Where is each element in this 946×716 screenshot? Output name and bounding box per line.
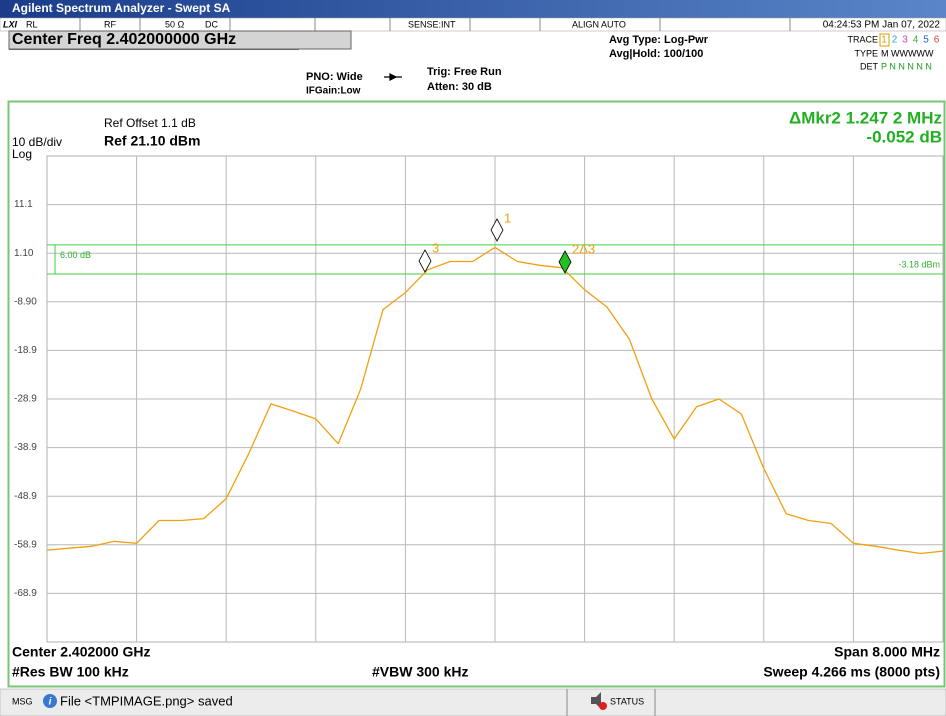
y-tick-label: 1.10 <box>14 248 34 259</box>
footer-span: Span 8.000 MHz <box>834 644 940 660</box>
message-bar <box>0 688 946 716</box>
atten: Atten: 30 dB <box>427 81 492 93</box>
title-bar <box>0 0 946 18</box>
trace-number: 6 <box>934 35 940 46</box>
y-tick-label: 11.1 <box>14 199 33 210</box>
rl-label: RL <box>26 19 38 29</box>
pno: PNO: Wide <box>306 71 363 83</box>
center-freq-box[interactable] <box>8 30 352 50</box>
status-icon[interactable] <box>591 692 607 710</box>
marker-label: 2Δ3 <box>572 241 595 256</box>
trace-label: TRACE <box>847 34 878 44</box>
type-label: TYPE <box>854 48 878 58</box>
footer-center: Center 2.402000 GHz <box>12 644 151 660</box>
avg-hold: Avg|Hold: 100/100 <box>609 48 703 60</box>
trace-number: 5 <box>923 35 929 46</box>
y-tick-label: -48.9 <box>14 491 37 502</box>
footer-vbw: #VBW 300 kHz <box>372 664 468 680</box>
info-icon-glyph: i <box>49 697 52 708</box>
trace <box>46 246 944 555</box>
avg-type: Avg Type: Log-Pwr <box>609 34 709 46</box>
sense-label: SENSE:INT <box>408 19 456 29</box>
offset-label: 6.00 dB <box>60 250 91 260</box>
ref-level: Ref 21.10 dBm <box>104 133 200 149</box>
status-label[interactable]: STATUS <box>610 696 644 706</box>
y-tick-label: -38.9 <box>14 442 37 453</box>
impedance-label: 50 Ω <box>165 19 185 29</box>
y-tick-label: -28.9 <box>14 394 37 405</box>
marker-3 <box>418 249 432 273</box>
align-label: ALIGN AUTO <box>572 19 626 29</box>
det-value: P N N N N N <box>881 61 932 71</box>
display-line-label: -3.18 dBm <box>898 259 940 269</box>
footer-sweep: Sweep 4.266 ms (8000 pts) <box>763 664 940 680</box>
scale-type: Log <box>12 147 32 161</box>
marker-2 <box>558 250 572 274</box>
ifgain: IFGain:Low <box>306 86 361 97</box>
trig: Trig: Free Run <box>427 66 502 78</box>
marker-label: 3 <box>432 240 439 255</box>
center-freq: Center Freq 2.402000000 GHz <box>12 31 236 48</box>
marker-delta: -0.052 dB <box>866 127 942 146</box>
coupling-label: DC <box>205 19 218 29</box>
y-tick-label: -68.9 <box>14 588 37 599</box>
ref-offset: Ref Offset 1.1 dB <box>104 116 196 130</box>
y-tick-label: -58.9 <box>14 539 37 550</box>
trace-highlight <box>879 33 890 47</box>
status-row <box>0 17 946 32</box>
y-tick-label: -8.90 <box>14 296 37 307</box>
trace-number: 4 <box>913 35 919 46</box>
trace-number: 3 <box>902 35 908 46</box>
det-label: DET <box>860 61 879 71</box>
rf-label: RF <box>104 19 116 29</box>
y-tick-label: -18.9 <box>14 345 37 356</box>
info-icon <box>43 694 57 708</box>
lxi-label: LXI <box>3 19 18 29</box>
footer-rbw: #Res BW 100 kHz <box>12 664 129 680</box>
trace-number: 2 <box>892 35 898 46</box>
display-frame <box>7 100 946 688</box>
msg-label: MSG <box>12 696 33 706</box>
trace-number: 1 <box>881 35 887 46</box>
plot: 11.1 1.10 -8.90 -18.9 -28.9 -38.9 -48.9 -58.9 -6… <box>14 155 944 643</box>
marker-readout: ΔMkr2 1.247 2 MHz <box>789 108 942 127</box>
marker-1 <box>490 218 504 242</box>
window-title: Agilent Spectrum Analyzer - Swept SA <box>12 1 231 15</box>
type-value: M WWWWW <box>881 48 934 58</box>
message: File <TMPIMAGE.png> saved <box>60 693 233 708</box>
scale: 10 dB/div <box>12 135 62 149</box>
datetime: 04:24:53 PM Jan 07, 2022 <box>823 20 941 31</box>
marker-label: 1 <box>504 210 511 225</box>
trigger-icon <box>384 73 402 81</box>
status-separators <box>79 18 791 31</box>
